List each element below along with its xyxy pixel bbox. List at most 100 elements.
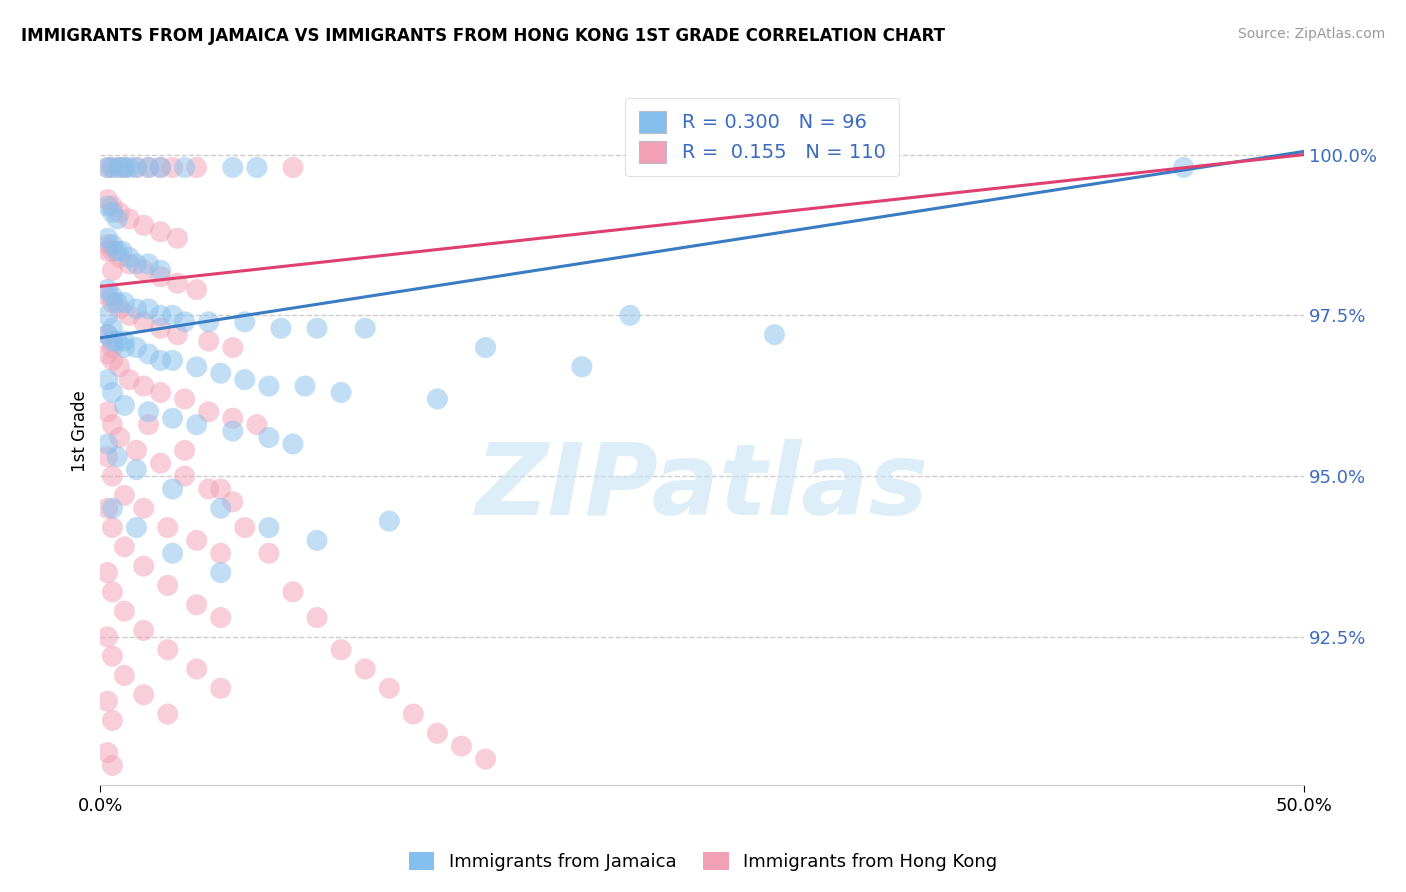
Point bbox=[149, 321, 172, 335]
Point bbox=[101, 244, 124, 258]
Point bbox=[162, 482, 184, 496]
Point bbox=[450, 739, 472, 754]
Point bbox=[101, 520, 124, 534]
Point bbox=[281, 437, 304, 451]
Point bbox=[209, 482, 232, 496]
Legend: Immigrants from Jamaica, Immigrants from Hong Kong: Immigrants from Jamaica, Immigrants from… bbox=[402, 846, 1004, 879]
Point bbox=[101, 263, 124, 277]
Point bbox=[222, 161, 245, 175]
Point bbox=[101, 205, 124, 219]
Point bbox=[101, 714, 124, 728]
Point bbox=[97, 244, 120, 258]
Point bbox=[132, 219, 155, 233]
Point bbox=[222, 341, 245, 355]
Point bbox=[197, 405, 219, 419]
Point bbox=[125, 161, 148, 175]
Point bbox=[125, 443, 148, 458]
Point bbox=[305, 321, 328, 335]
Point bbox=[108, 301, 131, 316]
Point bbox=[118, 251, 141, 265]
Point bbox=[138, 417, 160, 432]
Point bbox=[125, 257, 148, 271]
Point bbox=[354, 662, 377, 676]
Point bbox=[209, 501, 232, 516]
Point bbox=[186, 161, 208, 175]
Point bbox=[186, 283, 208, 297]
Point bbox=[138, 301, 160, 316]
Point bbox=[474, 752, 496, 766]
Point bbox=[619, 309, 641, 323]
Point bbox=[378, 681, 401, 696]
Point bbox=[111, 244, 134, 258]
Point bbox=[132, 624, 155, 638]
Point bbox=[257, 520, 280, 534]
Point bbox=[222, 495, 245, 509]
Point bbox=[149, 161, 172, 175]
Point bbox=[149, 353, 172, 368]
Point bbox=[97, 237, 120, 252]
Point bbox=[426, 726, 449, 740]
Point bbox=[97, 450, 120, 464]
Point bbox=[173, 469, 195, 483]
Point bbox=[330, 385, 353, 400]
Point bbox=[246, 161, 269, 175]
Point bbox=[97, 327, 120, 342]
Point bbox=[305, 533, 328, 548]
Point bbox=[270, 321, 292, 335]
Point bbox=[97, 746, 120, 760]
Point bbox=[186, 417, 208, 432]
Text: IMMIGRANTS FROM JAMAICA VS IMMIGRANTS FROM HONG KONG 1ST GRADE CORRELATION CHART: IMMIGRANTS FROM JAMAICA VS IMMIGRANTS FR… bbox=[21, 27, 945, 45]
Text: Source: ZipAtlas.com: Source: ZipAtlas.com bbox=[1237, 27, 1385, 41]
Point bbox=[156, 706, 179, 721]
Point bbox=[1173, 161, 1195, 175]
Point bbox=[101, 649, 124, 664]
Point bbox=[97, 437, 120, 451]
Point bbox=[112, 341, 135, 355]
Point bbox=[118, 309, 141, 323]
Point bbox=[97, 199, 120, 213]
Point bbox=[149, 263, 172, 277]
Point bbox=[132, 263, 155, 277]
Point bbox=[97, 694, 120, 708]
Point bbox=[173, 443, 195, 458]
Point bbox=[108, 161, 131, 175]
Point bbox=[281, 585, 304, 599]
Point bbox=[112, 488, 135, 502]
Point bbox=[105, 450, 128, 464]
Point bbox=[162, 161, 184, 175]
Point bbox=[101, 353, 124, 368]
Point bbox=[108, 205, 131, 219]
Point bbox=[97, 373, 120, 387]
Point bbox=[330, 642, 353, 657]
Point bbox=[222, 424, 245, 438]
Point bbox=[125, 520, 148, 534]
Point bbox=[112, 295, 135, 310]
Point bbox=[162, 309, 184, 323]
Point bbox=[112, 540, 135, 554]
Point bbox=[101, 161, 124, 175]
Point bbox=[149, 456, 172, 470]
Point bbox=[402, 706, 425, 721]
Point bbox=[101, 199, 124, 213]
Point bbox=[209, 610, 232, 624]
Point bbox=[209, 566, 232, 580]
Point bbox=[233, 373, 256, 387]
Point bbox=[112, 398, 135, 412]
Point bbox=[97, 309, 120, 323]
Point bbox=[132, 559, 155, 574]
Point bbox=[112, 161, 135, 175]
Point bbox=[138, 405, 160, 419]
Point bbox=[101, 334, 124, 348]
Point bbox=[186, 359, 208, 374]
Point bbox=[426, 392, 449, 406]
Point bbox=[173, 161, 195, 175]
Point bbox=[305, 610, 328, 624]
Point bbox=[138, 161, 160, 175]
Point bbox=[118, 161, 141, 175]
Point bbox=[97, 231, 120, 245]
Point bbox=[132, 501, 155, 516]
Point bbox=[149, 161, 172, 175]
Point bbox=[257, 431, 280, 445]
Point bbox=[101, 161, 124, 175]
Point bbox=[132, 688, 155, 702]
